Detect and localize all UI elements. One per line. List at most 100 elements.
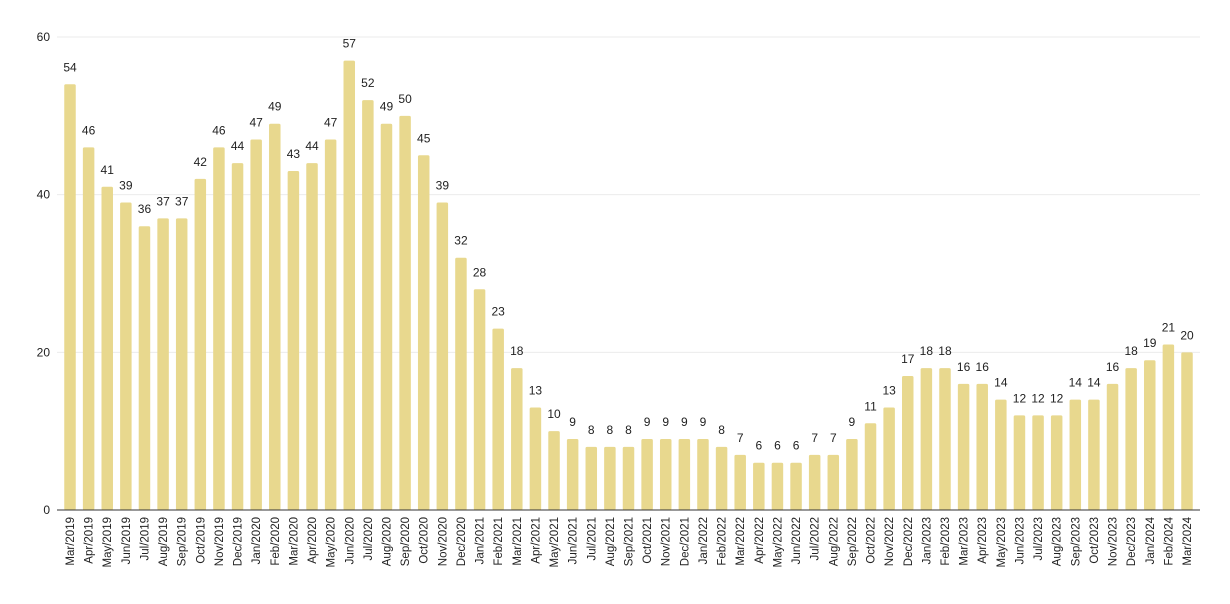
data-label: 50: [398, 92, 412, 106]
x-tick-label: Oct/2021: [642, 517, 654, 564]
x-tick-label: Mar/2024: [1182, 516, 1194, 565]
bar: [846, 439, 858, 510]
data-label: 8: [625, 423, 632, 437]
bar: [939, 368, 951, 510]
data-label: 47: [249, 115, 263, 129]
bar: [659, 439, 672, 510]
x-tick-label: Apr/2020: [307, 517, 319, 564]
data-label: 6: [793, 439, 800, 453]
x-tick-label: Oct/2023: [1089, 517, 1101, 564]
bar: [194, 178, 207, 510]
data-label: 14: [994, 376, 1008, 390]
bar: [1088, 399, 1100, 510]
bar: [362, 100, 374, 511]
bar: [697, 439, 709, 510]
data-label: 8: [588, 423, 595, 437]
bar: [902, 375, 914, 510]
bar: [715, 446, 728, 510]
bar: [492, 328, 504, 510]
data-label: 54: [63, 60, 77, 74]
x-tick-label: Dec/2019: [233, 517, 245, 566]
data-label: 9: [644, 415, 651, 429]
data-label: 8: [718, 423, 725, 437]
bar: [976, 383, 988, 510]
x-tick-label: Mar/2023: [959, 517, 971, 566]
x-tick-label: May/2020: [326, 517, 338, 568]
x-tick-label: Jul/2021: [586, 517, 598, 560]
y-tick-label: 40: [37, 188, 51, 202]
bar: [1125, 368, 1137, 510]
bar: [343, 60, 355, 511]
bar: [1144, 360, 1156, 510]
x-tick-label: Aug/2019: [158, 517, 170, 566]
x-tick-label: Dec/2021: [679, 517, 691, 566]
x-tick-label: May/2021: [549, 517, 561, 568]
bar: [771, 462, 784, 510]
bar: [827, 454, 840, 510]
y-tick-label: 0: [43, 503, 50, 517]
x-tick-label: Apr/2022: [754, 517, 766, 564]
bar: [157, 218, 169, 511]
bar: [101, 186, 113, 511]
x-tick-label: Jul/2023: [1033, 517, 1045, 560]
bar: [1106, 383, 1119, 510]
bar: [473, 289, 486, 510]
x-tick-label: Dec/2022: [903, 517, 915, 566]
x-tick-label: Nov/2020: [437, 517, 449, 566]
x-tick-label: Jul/2019: [139, 517, 151, 560]
y-tick-label: 20: [37, 345, 51, 359]
data-label: 18: [920, 344, 934, 358]
x-tick-label: Feb/2020: [270, 517, 282, 566]
x-tick-label: Jun/2023: [1014, 517, 1026, 564]
data-label: 6: [755, 439, 762, 453]
x-tick-label: Dec/2020: [456, 517, 468, 566]
data-label: 12: [1050, 391, 1064, 405]
y-tick-label: 60: [37, 30, 51, 44]
data-label: 44: [231, 139, 245, 153]
data-label: 28: [473, 265, 487, 279]
x-tick-label: Jan/2024: [1145, 516, 1157, 564]
bar: [231, 163, 244, 510]
x-tick-label: Feb/2023: [940, 517, 952, 566]
x-tick-label: Nov/2023: [1108, 517, 1120, 566]
data-label: 43: [287, 147, 301, 161]
data-label: 47: [324, 115, 338, 129]
data-label: 32: [454, 234, 468, 248]
data-label: 8: [607, 423, 614, 437]
bar: [417, 155, 430, 510]
bar: [883, 407, 895, 510]
data-label: 14: [1069, 376, 1083, 390]
data-label: 13: [529, 384, 543, 398]
data-label: 41: [101, 163, 115, 177]
data-label: 7: [830, 431, 837, 445]
bar: [1050, 415, 1063, 510]
bar: [1162, 344, 1175, 510]
x-tick-label: Aug/2021: [605, 517, 617, 566]
x-tick-label: Jan/2022: [698, 517, 710, 564]
x-tick-label: Nov/2022: [884, 517, 896, 566]
bar: [548, 431, 560, 510]
x-tick-label: Mar/2022: [735, 517, 747, 566]
data-label: 19: [1143, 336, 1157, 350]
bar: [287, 171, 300, 510]
x-tick-label: Jun/2021: [568, 517, 580, 564]
data-label: 18: [938, 344, 952, 358]
data-label: 18: [1124, 344, 1138, 358]
data-label: 9: [700, 415, 707, 429]
bar: [1013, 415, 1026, 510]
data-label: 9: [681, 415, 688, 429]
data-label: 16: [957, 360, 971, 374]
data-label: 37: [156, 194, 170, 208]
bar: [306, 163, 318, 510]
x-tick-label: Mar/2021: [512, 517, 524, 566]
data-label: 23: [492, 305, 506, 319]
bar: [585, 446, 598, 510]
x-tick-label: Feb/2024: [1163, 516, 1175, 565]
bar: [399, 115, 411, 510]
x-tick-label: May/2022: [772, 517, 784, 568]
bar: [1069, 399, 1082, 510]
x-tick-label: Sep/2022: [847, 517, 859, 566]
data-label: 45: [417, 131, 431, 145]
x-tick-label: Feb/2022: [717, 517, 729, 566]
bar: [790, 462, 802, 510]
